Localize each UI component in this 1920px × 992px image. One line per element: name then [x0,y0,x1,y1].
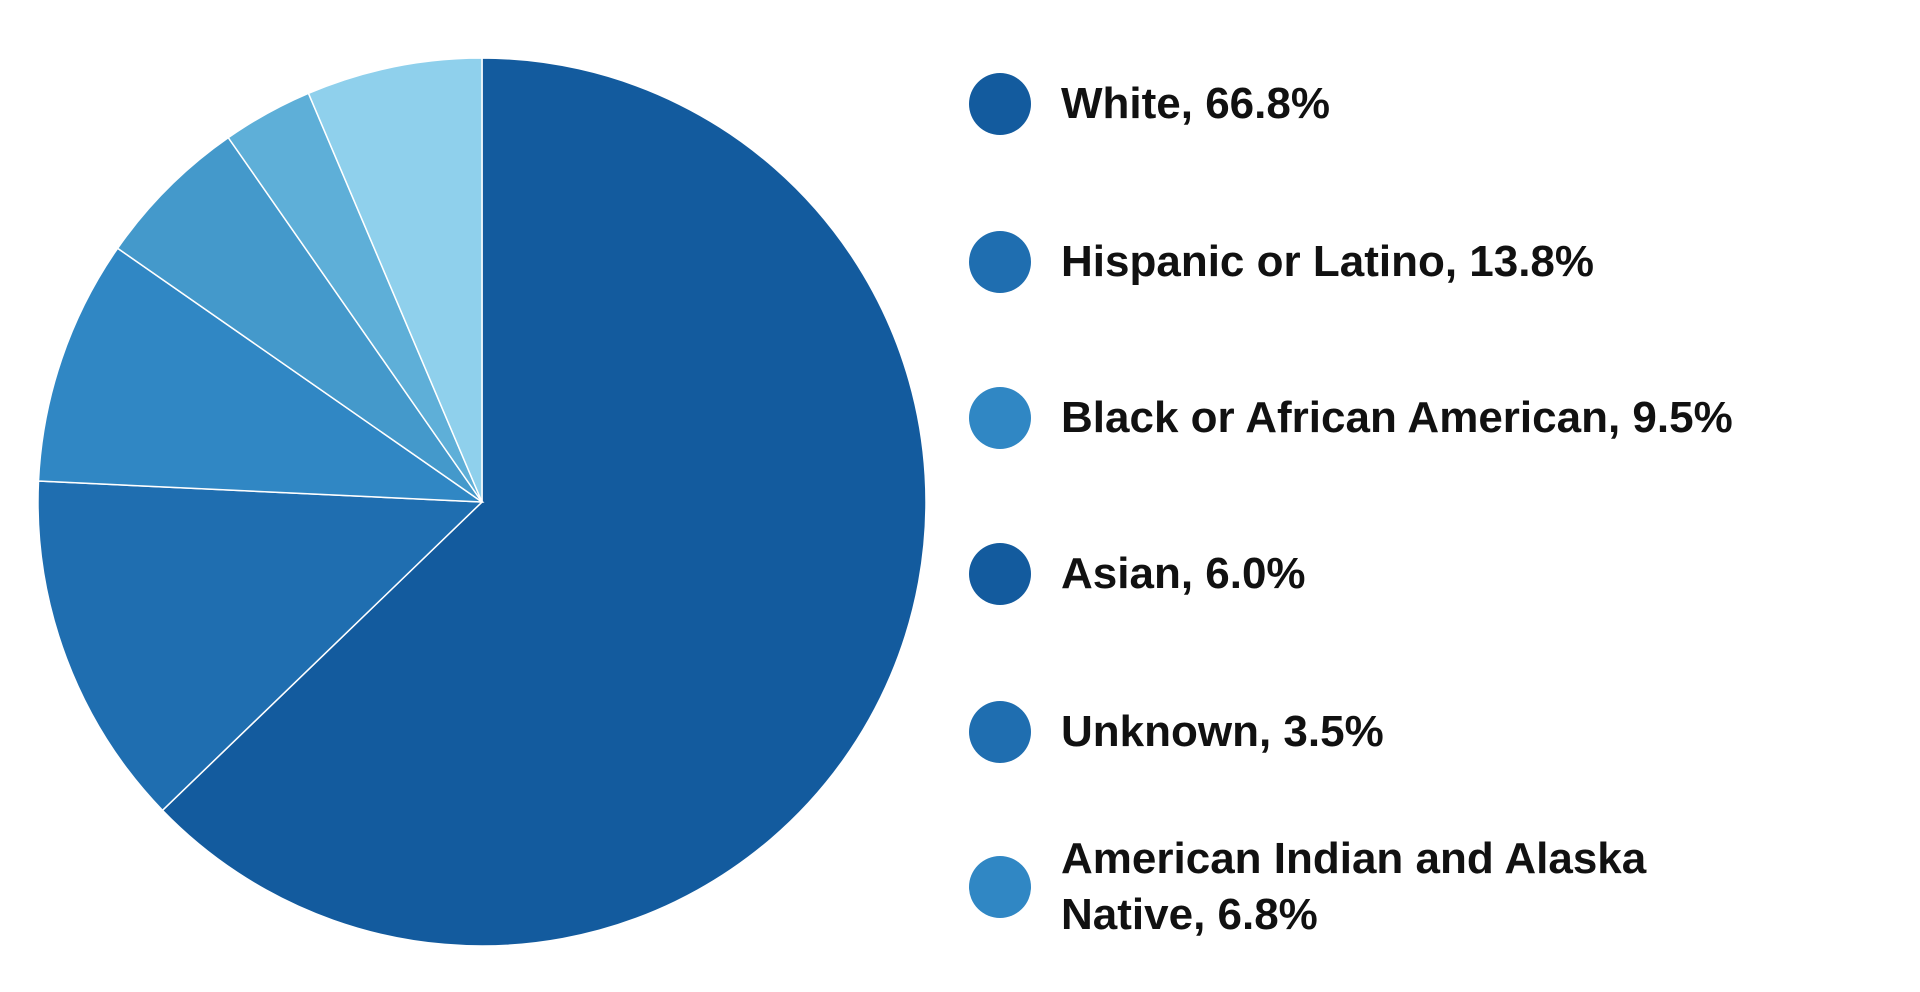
legend-label: Hispanic or Latino, 13.8% [1061,237,1595,286]
legend-marker [969,543,1031,605]
pie-slice [307,57,483,503]
legend-marker [969,387,1031,449]
legend-marker [969,231,1031,293]
pie-slice [116,136,483,503]
pie-slice [37,247,485,503]
legend-label: Asian, 6.0% [1061,549,1306,598]
legend-label: White, 66.8% [1061,79,1330,128]
legend-label: Black or African American, 9.5% [1061,393,1733,442]
legend-marker [969,701,1031,763]
legend-label: American Indian and Alaska Native, 6.8% [1061,834,1647,939]
legend-label: Unknown, 3.5% [1061,707,1384,756]
pie-slice [37,480,484,812]
legend-marker [969,856,1031,918]
legend-marker [969,73,1031,135]
pie-slice [161,57,927,947]
